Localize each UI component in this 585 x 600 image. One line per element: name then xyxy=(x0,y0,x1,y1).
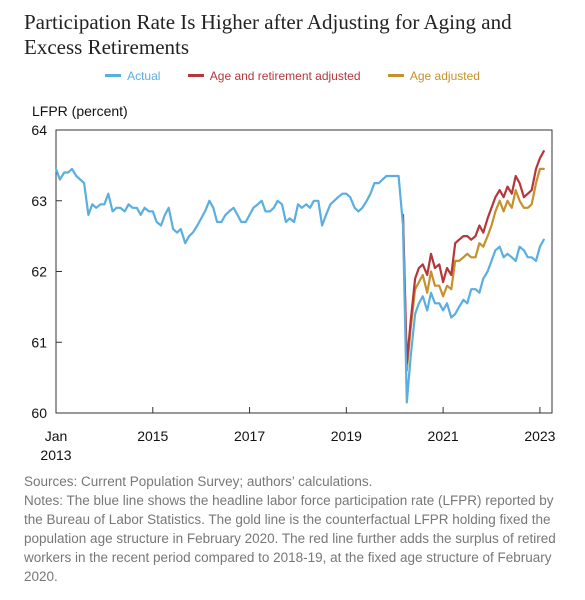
x-tick-label: Jan xyxy=(45,428,68,444)
x-tick-label: 2015 xyxy=(137,428,168,444)
plot-frame xyxy=(55,129,553,414)
chart-title: Participation Rate Is Higher after Adjus… xyxy=(24,10,512,59)
x-tick-label-year: 2013 xyxy=(40,447,71,463)
y-axis-label: LFPR (percent) xyxy=(32,103,128,119)
x-tick-label: 2021 xyxy=(428,428,459,444)
legend: Actual Age and retirement adjusted Age a… xyxy=(0,66,585,83)
series-line-age xyxy=(401,167,545,372)
legend-label-age-retirement: Age and retirement adjusted xyxy=(209,68,361,83)
y-tick-label: 60 xyxy=(31,405,47,421)
legend-label-actual: Actual xyxy=(127,68,161,83)
x-tick-label: 2019 xyxy=(331,428,362,444)
x-tick-label: 2023 xyxy=(524,428,555,444)
series-line-actual xyxy=(54,167,545,404)
series-line-age-retirement xyxy=(401,150,545,365)
y-tick-label: 63 xyxy=(31,193,47,209)
line-chart: 60 61 62 63 64 Jan 2013 2015 2017 2019 2021 2023 xyxy=(31,122,555,463)
legend-swatch-age-retirement xyxy=(187,74,204,77)
legend-swatch-age xyxy=(387,74,404,77)
y-tick-label: 62 xyxy=(31,264,47,280)
legend-item-age-retirement: Age and retirement adjusted xyxy=(187,68,361,83)
x-tick-label: 2017 xyxy=(234,428,265,444)
legend-item-actual: Actual xyxy=(105,69,160,83)
legend-swatch-actual xyxy=(105,74,122,77)
y-tick-label: 61 xyxy=(31,334,47,350)
legend-item-age: Age adjusted xyxy=(387,68,480,83)
source-notes: Sources: Current Population Survey; auth… xyxy=(24,472,564,586)
notes-line: Notes: The blue line shows the headline … xyxy=(24,493,556,584)
legend-label-age: Age adjusted xyxy=(409,68,480,83)
source-line: Sources: Current Population Survey; auth… xyxy=(24,474,373,489)
y-tick-label: 64 xyxy=(31,122,47,138)
